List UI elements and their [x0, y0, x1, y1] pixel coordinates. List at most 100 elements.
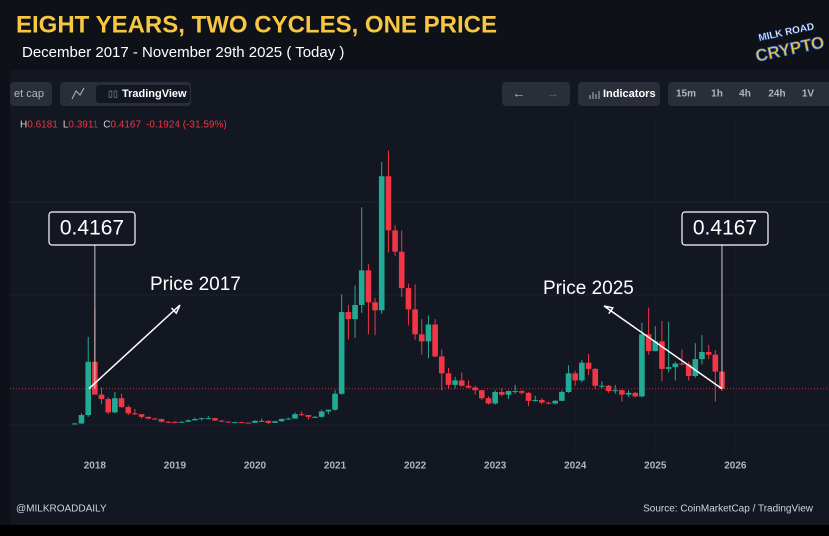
candle-body	[85, 361, 92, 416]
nav[interactable]	[502, 82, 570, 106]
candle-body	[565, 373, 572, 392]
ohlc-label: C	[103, 120, 110, 131]
candle-body	[472, 387, 478, 391]
candle-body	[212, 418, 218, 421]
candle-body	[692, 359, 699, 376]
candle-body	[392, 230, 398, 252]
active-tab[interactable]	[96, 85, 190, 103]
candle-body	[505, 391, 512, 395]
candle-body	[639, 334, 645, 397]
candle-body	[645, 334, 652, 352]
indicators-icon	[589, 91, 600, 99]
candle-body	[258, 420, 265, 422]
candle-body	[365, 270, 372, 303]
subtitle: December 2017 - November 29th 2025 ( Tod…	[22, 44, 344, 61]
candle-body	[432, 324, 438, 357]
x-tick-label: 2022	[404, 461, 427, 472]
x-tick-label: 2026	[724, 461, 747, 472]
annotation-label: 0.4167	[693, 217, 757, 240]
x-tick-label: 2021	[324, 461, 347, 472]
x-tick-label: 2018	[84, 461, 107, 472]
interval[interactable]: 4h	[739, 89, 751, 100]
interval[interactable]: 15m	[676, 89, 696, 100]
candle-body	[198, 418, 205, 420]
candle-body	[312, 416, 318, 418]
candle-body	[559, 391, 565, 401]
candle-body	[305, 415, 312, 417]
candle-body	[485, 398, 492, 404]
tab-label: TradingView	[122, 88, 187, 100]
candle-body	[599, 385, 605, 387]
candle-body	[679, 363, 685, 365]
candle-body	[332, 393, 338, 410]
candle-body	[438, 356, 445, 374]
candle-body	[699, 352, 705, 360]
candle-body	[192, 419, 198, 421]
tab-label: et cap	[14, 88, 44, 100]
candle-body	[685, 364, 692, 376]
interval[interactable]: 1V	[802, 89, 815, 100]
x-tick-label: 2025	[644, 461, 667, 472]
candle-body	[525, 392, 532, 401]
candle-body	[445, 373, 452, 385]
chart-panel	[10, 70, 829, 525]
back[interactable]: ←	[513, 85, 526, 100]
candle-body	[72, 423, 78, 425]
forward[interactable]: →	[547, 85, 560, 100]
arrow	[603, 305, 723, 390]
candle-body	[278, 418, 285, 422]
candle-body	[585, 362, 592, 369]
candle-body	[152, 418, 158, 420]
candle-body	[652, 341, 659, 352]
candle-body	[552, 400, 558, 404]
candle-body	[132, 413, 138, 415]
candle-body	[318, 411, 325, 417]
candle-body	[272, 421, 278, 423]
x-tick-label: 2023	[484, 461, 507, 472]
ohlc-value: 0.6181	[27, 120, 58, 131]
ohlc-label: L	[63, 120, 69, 131]
candle-body	[425, 324, 432, 342]
candle-body	[112, 398, 118, 413]
candle-body	[478, 390, 485, 399]
candle-body	[619, 390, 625, 395]
candle-body	[452, 380, 458, 385]
icon: ▯▯	[108, 88, 118, 98]
candle-body	[105, 399, 112, 413]
x-tick-label: 2019	[164, 461, 187, 472]
ohlc-label: H	[20, 120, 27, 131]
candle-body	[358, 270, 365, 305]
candle-body	[325, 409, 332, 412]
interval[interactable]: 1h	[711, 89, 723, 100]
candle-body	[205, 418, 212, 420]
caption: Price 2025	[543, 278, 634, 299]
candle-body	[458, 380, 465, 386]
tab[interactable]	[10, 82, 52, 106]
candle-body	[165, 421, 172, 423]
ohlc-value: 0.3911	[68, 120, 98, 131]
annotation-box	[48, 211, 136, 246]
indicators-button[interactable]	[578, 82, 660, 106]
candle-body	[545, 402, 552, 404]
arrow	[88, 304, 181, 390]
candle-body	[298, 414, 305, 416]
candle-body	[492, 391, 498, 404]
ohlc-value: 0.4167	[110, 120, 141, 131]
title: EIGHT YEARS, TWO CYCLES, ONE PRICE	[16, 11, 497, 38]
x-tick-label: 2024	[564, 461, 587, 472]
intervals[interactable]	[668, 82, 829, 106]
candle-body	[712, 354, 719, 372]
interval[interactable]: 24h	[768, 89, 785, 100]
candle-body	[218, 420, 225, 422]
candle-body	[659, 341, 665, 369]
candle-body	[572, 373, 579, 381]
candle-body	[418, 334, 425, 342]
candle-body	[225, 421, 232, 423]
bottom-band	[0, 525, 829, 536]
caption: Price 2017	[150, 274, 241, 295]
candle-body	[632, 392, 639, 397]
candle-body	[465, 385, 472, 388]
candle-body	[532, 399, 538, 401]
candle-body	[172, 421, 178, 423]
indicators-label: Indicators	[603, 88, 656, 100]
